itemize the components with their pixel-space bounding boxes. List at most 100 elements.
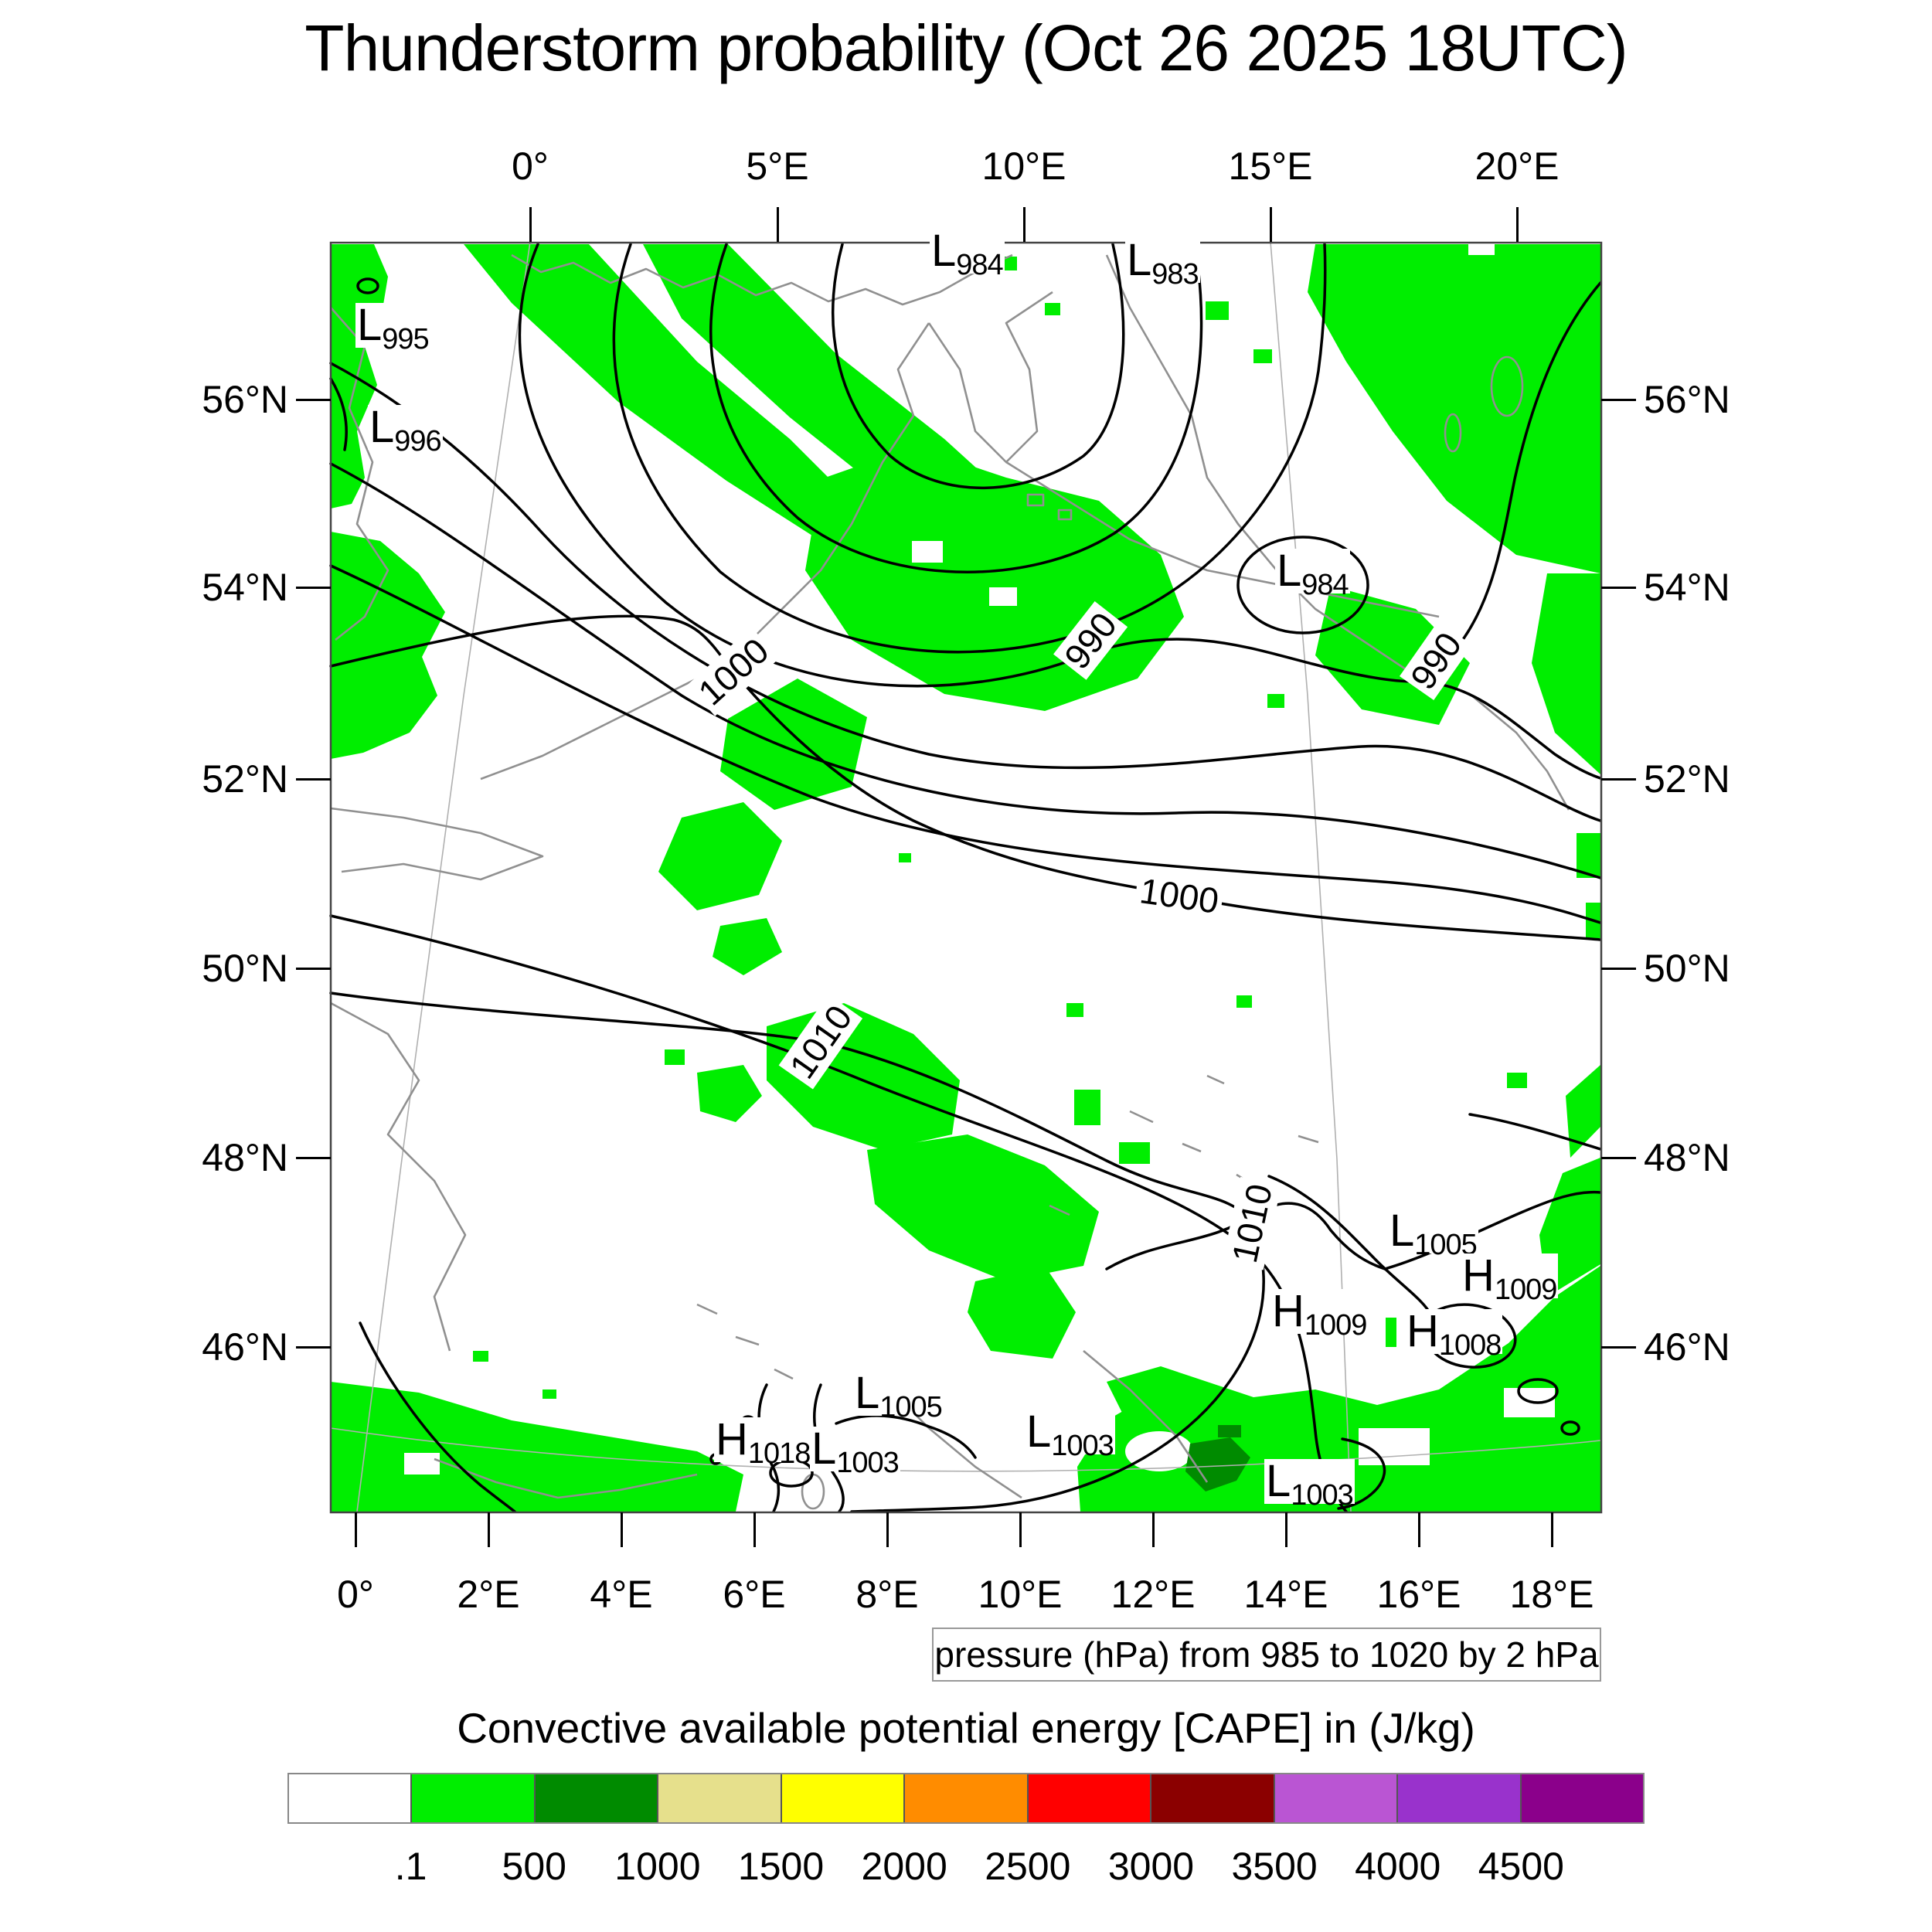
axis-tick-top [777, 207, 779, 242]
pressure-marker-h-1008: H1008 [1405, 1306, 1503, 1360]
pressure-letter: L [1389, 1206, 1415, 1256]
colorbar-tick-label: 1000 [614, 1845, 701, 1888]
pressure-marker-l-1003: L1003 [810, 1427, 900, 1478]
graticule [330, 241, 1601, 1512]
axis-tick-top [529, 207, 532, 242]
axis-label-left: 50°N [202, 947, 288, 990]
axis-label-right: 48°N [1644, 1136, 1730, 1179]
colorbar-cell-8 [1274, 1774, 1399, 1822]
colorbar-cell-1 [412, 1774, 536, 1822]
pressure-marker-l-984: L984 [930, 226, 1005, 280]
colorbar-tick-label: 2000 [861, 1845, 947, 1888]
pressure-marker-h-1009: H1009 [1270, 1286, 1369, 1340]
pressure-letter: L [931, 226, 957, 276]
pressure-letter: L [811, 1423, 837, 1474]
pressure-value: 1003 [836, 1447, 900, 1479]
pressure-letter: L [369, 402, 395, 452]
pressure-value: 1008 [1438, 1329, 1502, 1362]
pressure-marker-l-983: L983 [1125, 235, 1200, 289]
colorbar-cell-0 [289, 1774, 413, 1822]
axis-label-top: 0° [512, 145, 549, 188]
axis-label-bottom: 18°E [1509, 1573, 1594, 1616]
pressure-value: 1009 [1304, 1309, 1368, 1342]
pressure-letter: L [1026, 1406, 1052, 1457]
axis-label-top: 20°E [1475, 145, 1560, 188]
axis-tick-bottom [355, 1512, 357, 1547]
colorbar-tick-label: 4500 [1478, 1845, 1564, 1888]
pressure-marker-l-1003: L1003 [1264, 1459, 1355, 1510]
axis-label-top: 15°E [1228, 145, 1313, 188]
axis-label-left: 54°N [202, 566, 288, 609]
pressure-value: 1018 [747, 1437, 811, 1470]
colorbar-tick-label: 3500 [1231, 1845, 1318, 1888]
axis-tick-left [296, 778, 331, 781]
colorbar-cell-9 [1398, 1774, 1522, 1822]
axis-tick-bottom [1551, 1512, 1553, 1547]
axis-label-bottom: 16°E [1376, 1573, 1461, 1616]
axis-tick-bottom [753, 1512, 756, 1547]
pressure-value: 983 [1151, 258, 1199, 291]
axis-tick-right [1601, 587, 1636, 589]
axis-label-right: 46°N [1644, 1325, 1730, 1369]
axis-label-bottom: 6°E [723, 1573, 786, 1616]
axis-tick-bottom [1019, 1512, 1022, 1547]
pressure-marker-l-1005: L1005 [853, 1368, 944, 1422]
axis-label-bottom: 10°E [978, 1573, 1063, 1616]
legend-title: Convective available potential energy [C… [457, 1704, 1475, 1752]
pressure-letter: H [1406, 1306, 1439, 1356]
colorbar-tick-label: 500 [502, 1845, 566, 1888]
colorbar-cell-10 [1521, 1774, 1643, 1822]
colorbar-cell-7 [1151, 1774, 1275, 1822]
pressure-marker-l-984: L984 [1275, 546, 1350, 600]
axis-label-left: 56°N [202, 378, 288, 421]
axis-label-bottom: 12°E [1111, 1573, 1196, 1616]
axis-label-bottom: 4°E [590, 1573, 653, 1616]
cape-shading-dark [1185, 1425, 1250, 1492]
pressure-value: 1005 [879, 1391, 943, 1423]
colorbar-tick-label: 1500 [737, 1845, 825, 1888]
pressure-letter: H [1462, 1250, 1495, 1301]
colorbar-cell-5 [905, 1774, 1029, 1822]
pressure-letter: L [855, 1368, 880, 1418]
axis-tick-bottom [621, 1512, 623, 1547]
axis-tick-bottom [1418, 1512, 1420, 1547]
axis-label-top: 5°E [746, 145, 809, 188]
axis-tick-bottom [886, 1512, 889, 1547]
pressure-marker-l-1005: L1005 [1388, 1206, 1478, 1260]
pressure-marker-l-1003: L1003 [1025, 1410, 1115, 1461]
axis-label-bottom: 0° [337, 1573, 374, 1616]
axis-tick-top [1023, 207, 1026, 242]
pressure-value: 1009 [1494, 1274, 1558, 1306]
axis-label-bottom: 14°E [1243, 1573, 1328, 1616]
pressure-letter: L [1127, 235, 1152, 285]
colorbar-cell-2 [535, 1774, 659, 1822]
pressure-value: 1003 [1051, 1430, 1114, 1462]
axis-tick-right [1601, 778, 1636, 781]
axis-tick-right [1601, 968, 1636, 970]
axis-label-left: 52°N [202, 757, 288, 801]
pressure-letter: L [1277, 546, 1302, 596]
axis-tick-bottom [1152, 1512, 1155, 1547]
axis-tick-right [1601, 1346, 1636, 1349]
colorbar-cell-4 [781, 1774, 906, 1822]
pressure-value: 984 [956, 249, 1003, 281]
colorbar-tick-label: 4000 [1355, 1845, 1441, 1888]
axis-tick-left [296, 587, 331, 589]
cape-shading-holes [404, 244, 1555, 1475]
colorbar-tick-label: 2500 [985, 1845, 1071, 1888]
cape-colorbar [287, 1773, 1645, 1824]
pressure-letter: H [1272, 1286, 1304, 1336]
axis-tick-left [296, 399, 331, 401]
isobars [329, 243, 1602, 1513]
cape-shading [331, 244, 1600, 1512]
axis-tick-left [296, 968, 331, 970]
axis-tick-right [1601, 399, 1636, 401]
pressure-value: 984 [1301, 569, 1349, 601]
axis-label-top: 10°E [981, 145, 1066, 188]
axis-label-right: 54°N [1644, 566, 1730, 609]
axis-tick-bottom [1285, 1512, 1287, 1547]
axis-tick-left [296, 1346, 331, 1349]
colorbar-cell-3 [658, 1774, 782, 1822]
